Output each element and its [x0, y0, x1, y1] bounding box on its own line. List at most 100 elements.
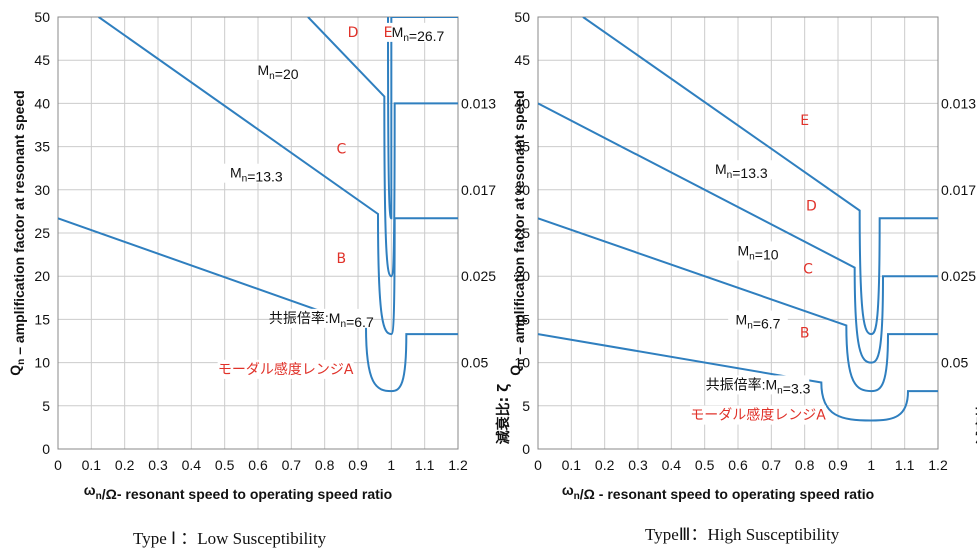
x-tick-label: 0.9: [348, 457, 368, 473]
y-tick-label: 20: [514, 268, 530, 284]
y-tick-label: 0: [42, 441, 50, 457]
zone-label: C: [336, 142, 346, 158]
x-tick-label: 0.9: [828, 457, 848, 473]
curve-line: [538, 102, 938, 364]
y-axis-label: Qn – amplification factor at resonant sp…: [7, 90, 27, 375]
damping-tick-label: 0.017: [941, 182, 976, 198]
zone-label: E: [384, 25, 393, 41]
x-tick-label: 0.4: [662, 457, 682, 473]
y-axis-label: Qn – amplification factor at resonant sp…: [507, 90, 527, 375]
curve-label-bg: [270, 308, 373, 328]
damping-tick-label: 0.017: [461, 182, 496, 198]
x-tick-label: 0.1: [562, 457, 582, 473]
curve-label-bg: [706, 375, 810, 395]
y-tick-label: 15: [514, 311, 530, 327]
curve-label: Mn=10: [737, 242, 778, 262]
curves: [58, 17, 458, 393]
y-tick-label: 50: [514, 9, 530, 25]
x-tick-label: 1.2: [448, 457, 468, 473]
x-tick-label: 1: [867, 457, 875, 473]
chart-1: 0 0.1 0.2 0.3 0.4 0.5 0.6 0.7 0.8 0.9 1 1.1 1.2 0 5 10 1…: [7, 9, 512, 502]
y-tick-label: 5: [522, 398, 530, 414]
curve-line: [538, 333, 938, 422]
y-tick-label: 15: [34, 311, 50, 327]
x-tick-label: 0: [534, 457, 542, 473]
curve-label-bg: [707, 160, 776, 180]
x-tick-label: 0.1: [82, 457, 102, 473]
y-tick-label: 45: [34, 52, 50, 68]
y-tick-label: 40: [34, 95, 50, 111]
curve-label: 共振倍率:Mn=6.7: [269, 310, 374, 330]
zone-label: D: [348, 25, 359, 41]
chart-caption-type-1: Type Ⅰ ：Low Susceptibility: [133, 529, 327, 548]
curve-label-bg: [222, 163, 291, 183]
curve-label: 共振倍率:Mn=3.3: [706, 376, 811, 396]
y-tick-label: 10: [514, 355, 530, 371]
y-tick-label: 35: [514, 139, 530, 155]
curve-label-bg: [732, 241, 784, 261]
y-tick-label: 25: [34, 225, 50, 241]
zone-label: モーダル感度レンジA: [218, 361, 354, 378]
x-tick-label: 0.6: [248, 457, 268, 473]
x-tick-label: 0.5: [695, 457, 715, 473]
chart-caption-type-3: TypeⅢ：High Susceptibility: [645, 525, 840, 544]
y-tick-label: 45: [514, 52, 530, 68]
curve-label-bg: [383, 22, 453, 42]
grid: [57, 16, 459, 450]
plot-frame: [57, 16, 459, 450]
zone-label: D: [806, 199, 817, 215]
curve-line: [58, 217, 458, 393]
y-tick-label: 50: [34, 9, 50, 25]
curve-label-bg: [728, 310, 788, 330]
y-tick-label: 30: [34, 182, 50, 198]
zone-label: E: [800, 113, 809, 129]
curve-line: [387, 17, 458, 220]
zone-label: モーダル感度レンジA: [690, 407, 826, 424]
curve-line: [582, 17, 938, 336]
y-tick-label: 20: [34, 268, 50, 284]
x-tick-label: 0.3: [628, 457, 648, 473]
x-tick-label: 0.7: [282, 457, 302, 473]
x-tick-label: 0: [54, 457, 62, 473]
x-tick-label: 0.5: [215, 457, 235, 473]
damping-tick-label: 0.013: [941, 95, 976, 111]
zone-label-bg: [217, 359, 354, 379]
x-tick-label: 1.1: [415, 457, 435, 473]
y-tick-label: 35: [34, 139, 50, 155]
curve-label: Mn=13.3: [230, 165, 283, 185]
damping-tick-label: 0.013: [461, 95, 496, 111]
zone-label: B: [800, 326, 810, 342]
x-tick-label: 1.2: [928, 457, 948, 473]
chart-2: 0 0.1 0.2 0.3 0.4 0.5 0.6 0.7 0.8 0.9 1 1.1 1.2 0 5 10 1…: [507, 9, 977, 502]
curves: [538, 17, 938, 422]
curve-label: Mn=26.7: [392, 24, 445, 44]
y-tick-label: 0: [522, 441, 530, 457]
x-tick-label: 0.2: [115, 457, 135, 473]
y-tick-label: 30: [514, 182, 530, 198]
curve-label-bg: [252, 60, 304, 80]
x-axis-label: ωn/Ω - resonant speed to operating speed…: [562, 482, 874, 502]
x-tick-label: 0.4: [182, 457, 202, 473]
curve-line: [538, 217, 938, 393]
x-tick-label: 0.8: [795, 457, 815, 473]
curve-label: Mn=20: [257, 62, 298, 82]
y-tick-label: 25: [514, 225, 530, 241]
x-tick-label: 0.7: [762, 457, 782, 473]
zone-label: B: [337, 251, 347, 267]
y-tick-label: 5: [42, 398, 50, 414]
plot-frame: [537, 16, 939, 450]
zone-label-bg: [690, 405, 826, 425]
x-tick-label: 1: [387, 457, 395, 473]
damping-axis-label: 減衰比: ζ: [495, 384, 512, 445]
damping-tick-label: 0.025: [461, 268, 496, 284]
x-tick-label: 0.8: [315, 457, 335, 473]
zone-label: C: [803, 262, 813, 278]
curve-line: [307, 17, 458, 278]
damping-tick-label: 0.05: [941, 355, 968, 371]
damping-tick-label: 0.025: [941, 268, 976, 284]
y-tick-label: 10: [34, 355, 50, 371]
curve-label: Mn=6.7: [736, 312, 781, 332]
x-tick-label: 0.3: [148, 457, 168, 473]
damping-axis-label: 減衰比: ζ: [975, 384, 977, 445]
